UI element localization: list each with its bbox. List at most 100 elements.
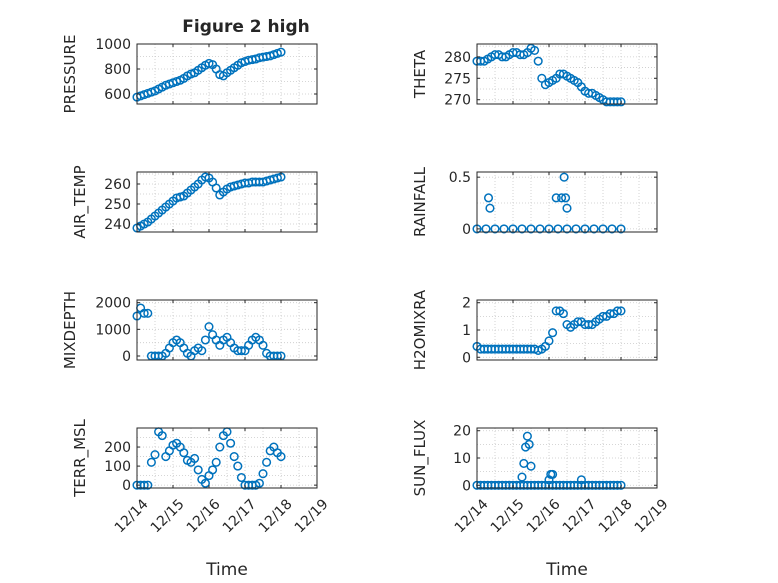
data-point — [607, 224, 617, 234]
data-point — [258, 469, 268, 479]
data-point — [258, 340, 268, 350]
data-point — [254, 478, 264, 488]
data-point — [522, 431, 532, 441]
data-point — [143, 308, 153, 318]
data-point — [200, 335, 210, 345]
data-point — [236, 346, 246, 356]
data-point — [229, 452, 239, 462]
data-point — [211, 183, 221, 193]
axes-box — [476, 43, 658, 105]
series-theta — [472, 43, 626, 107]
axes-box — [476, 171, 658, 233]
data-point — [571, 224, 581, 234]
data-point — [517, 224, 527, 234]
y-axis-label: TERR_MSL — [71, 418, 90, 497]
axes-box — [136, 427, 318, 489]
y-tick-label: 1 — [462, 323, 471, 339]
data-point — [204, 322, 214, 332]
data-point — [236, 472, 246, 483]
data-point — [616, 224, 626, 234]
subplot-mixdepth: 0 1000 2000 MIXDEPTH — [61, 291, 318, 369]
data-point — [175, 192, 185, 202]
data-point — [262, 457, 272, 467]
series-terr-msl — [132, 427, 286, 490]
y-tick-label: 0 — [122, 478, 131, 494]
y-tick-label: 10 — [453, 451, 471, 467]
y-tick-label: 260 — [104, 177, 131, 193]
data-point — [580, 224, 590, 234]
data-point — [559, 172, 569, 182]
y-tick-label: 2 — [462, 296, 471, 312]
series-pressure — [132, 47, 286, 102]
y-tick-label: 275 — [444, 71, 471, 87]
data-point — [146, 457, 156, 467]
data-point — [276, 47, 286, 57]
data-point — [139, 480, 149, 490]
y-tick-label: 250 — [104, 197, 131, 213]
data-point — [524, 439, 534, 449]
data-point — [190, 453, 200, 464]
data-point — [553, 224, 563, 234]
y-tick-label: 600 — [104, 87, 131, 103]
data-point — [548, 328, 558, 338]
y-tick-label: 100 — [104, 459, 131, 475]
subplot-h2omixra: 0 1 2 H2OMIXRA — [411, 289, 658, 370]
axes-box — [136, 299, 318, 361]
data-point — [544, 336, 554, 346]
y-axis-label: PRESSURE — [61, 35, 79, 114]
y-tick-label: 800 — [104, 62, 131, 78]
data-point — [589, 224, 599, 234]
data-point — [139, 308, 149, 318]
axes-box — [136, 171, 318, 233]
y-tick-label: 1000 — [95, 37, 131, 53]
data-point — [485, 203, 495, 213]
y-tick-label: 270 — [444, 93, 471, 109]
data-point — [551, 193, 561, 203]
data-point — [143, 480, 153, 490]
data-point — [517, 472, 527, 482]
data-point — [208, 465, 218, 475]
data-point — [612, 306, 622, 316]
data-point — [558, 309, 568, 319]
data-point — [200, 172, 210, 182]
y-tick-label: 240 — [104, 217, 131, 233]
y-tick-label: 280 — [444, 50, 471, 66]
y-axis-label: AIR_TEMP — [71, 165, 90, 238]
data-point — [535, 224, 545, 234]
y-axis-label: SUN_FLUX — [411, 420, 430, 497]
y-tick-label: 0.5 — [449, 170, 471, 186]
data-point — [150, 450, 160, 460]
data-point — [508, 224, 518, 234]
series-sun-flux — [472, 431, 626, 490]
data-point — [530, 45, 540, 55]
subplot-rainfall: 0 0.5 RAINFALL — [411, 166, 658, 238]
y-tick-label: 0 — [462, 478, 471, 494]
data-point — [616, 480, 626, 490]
data-point — [193, 465, 203, 475]
y-tick-label: 20 — [453, 424, 471, 440]
subplot-pressure: 600 800 1000 PRESSURE — [61, 35, 318, 114]
data-point — [481, 224, 491, 234]
series-mixdepth — [132, 303, 286, 361]
data-point — [526, 224, 536, 234]
data-point — [562, 203, 572, 213]
data-point — [576, 475, 586, 485]
data-point — [233, 461, 243, 471]
subplot-terr-msl: 010020012/1412/1512/1612/1712/1812/19TER… — [71, 418, 332, 580]
data-point — [562, 224, 572, 234]
data-point — [544, 224, 554, 234]
data-point — [272, 173, 282, 183]
y-tick-label: 0 — [122, 349, 131, 365]
data-point — [598, 224, 608, 234]
data-point — [557, 193, 567, 203]
data-point — [533, 56, 543, 66]
data-point — [276, 452, 286, 462]
series-h2omixra — [472, 306, 626, 356]
x-axis-label: Time — [205, 560, 248, 580]
subplot-air-temp: 240 250 260 AIR_TEMP — [71, 165, 318, 239]
data-point — [499, 224, 509, 234]
x-axis-label: Time — [545, 560, 588, 580]
data-point — [616, 306, 626, 316]
